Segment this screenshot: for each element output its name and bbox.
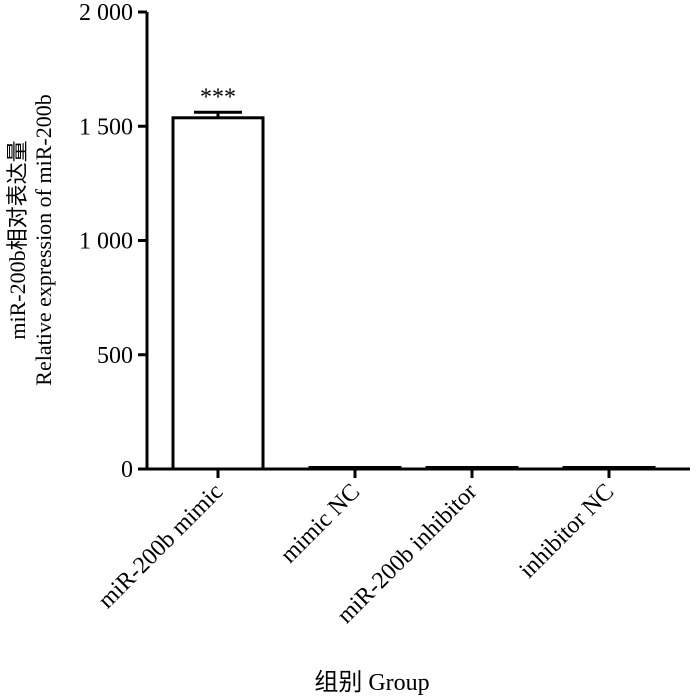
x-tick-label-1: mimic NC xyxy=(276,479,366,569)
x-axis-label: 组别 Group xyxy=(314,669,429,696)
y-axis-label-english: Relative expression of miR-200b xyxy=(31,94,56,385)
y-axis-label-chinese: miR-200b相对表达量 xyxy=(5,140,30,339)
x-tick-label-0: miR-200b mimic xyxy=(93,479,228,614)
y-tick-label-0: 0 xyxy=(121,457,133,483)
x-tick-label-3: inhibitor NC xyxy=(515,479,620,584)
y-tick-label-2000: 2 000 xyxy=(79,0,133,26)
y-tick-label-500: 500 xyxy=(97,343,133,369)
y-tick-label-1000: 1 000 xyxy=(79,229,133,255)
significance-label-0: *** xyxy=(200,84,236,110)
bars: *** xyxy=(171,84,656,471)
y-axis-ticks: 0 500 1 000 1 500 2 000 xyxy=(79,0,147,483)
y-tick-label-1500: 1 500 xyxy=(79,114,133,140)
bar-0 xyxy=(171,116,265,471)
